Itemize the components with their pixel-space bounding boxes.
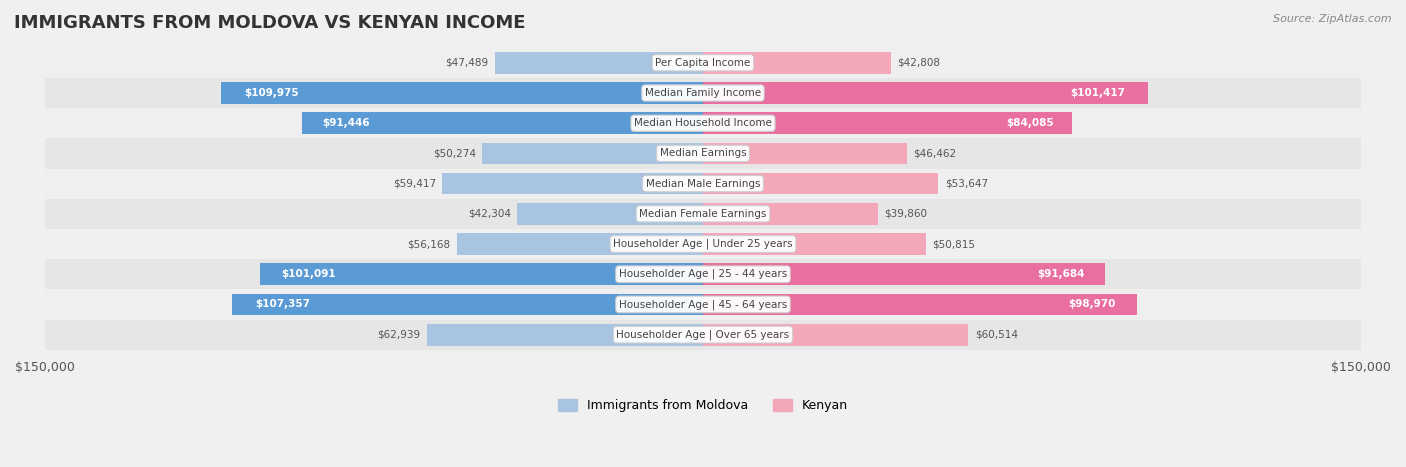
Text: $60,514: $60,514 — [974, 330, 1018, 340]
Bar — [45, 199, 1361, 229]
Bar — [703, 233, 927, 255]
Bar — [495, 52, 703, 74]
Text: $62,939: $62,939 — [377, 330, 420, 340]
Text: $98,970: $98,970 — [1069, 299, 1115, 310]
Text: Median Household Income: Median Household Income — [634, 118, 772, 128]
Bar — [703, 173, 938, 194]
Bar — [45, 108, 1361, 138]
Text: Median Male Earnings: Median Male Earnings — [645, 178, 761, 189]
Bar — [703, 113, 1071, 134]
Text: $47,489: $47,489 — [444, 58, 488, 68]
Text: $59,417: $59,417 — [392, 178, 436, 189]
Text: Per Capita Income: Per Capita Income — [655, 58, 751, 68]
Bar — [45, 78, 1361, 108]
Text: $101,417: $101,417 — [1071, 88, 1126, 98]
Text: Householder Age | 25 - 44 years: Householder Age | 25 - 44 years — [619, 269, 787, 279]
Bar — [703, 82, 1147, 104]
Text: $42,808: $42,808 — [897, 58, 941, 68]
Bar — [232, 294, 703, 315]
Bar — [45, 48, 1361, 78]
Bar — [703, 263, 1105, 285]
Bar — [45, 259, 1361, 290]
Text: Householder Age | Under 25 years: Householder Age | Under 25 years — [613, 239, 793, 249]
Text: $56,168: $56,168 — [406, 239, 450, 249]
Text: IMMIGRANTS FROM MOLDOVA VS KENYAN INCOME: IMMIGRANTS FROM MOLDOVA VS KENYAN INCOME — [14, 14, 526, 32]
Bar — [221, 82, 703, 104]
Text: $42,304: $42,304 — [468, 209, 510, 219]
Bar — [45, 290, 1361, 319]
Bar — [457, 233, 703, 255]
Bar — [482, 142, 703, 164]
Text: $50,815: $50,815 — [932, 239, 976, 249]
Text: Median Earnings: Median Earnings — [659, 149, 747, 158]
Bar — [703, 142, 907, 164]
Bar — [703, 324, 969, 346]
Bar — [427, 324, 703, 346]
Bar — [703, 52, 891, 74]
Text: $50,274: $50,274 — [433, 149, 475, 158]
Text: Median Family Income: Median Family Income — [645, 88, 761, 98]
Bar — [45, 229, 1361, 259]
Text: Source: ZipAtlas.com: Source: ZipAtlas.com — [1274, 14, 1392, 24]
Text: $107,357: $107,357 — [256, 299, 311, 310]
Legend: Immigrants from Moldova, Kenyan: Immigrants from Moldova, Kenyan — [553, 394, 853, 417]
Text: $46,462: $46,462 — [914, 149, 956, 158]
Bar — [443, 173, 703, 194]
Bar — [260, 263, 703, 285]
Text: $101,091: $101,091 — [281, 269, 336, 279]
Text: Householder Age | 45 - 64 years: Householder Age | 45 - 64 years — [619, 299, 787, 310]
Text: Householder Age | Over 65 years: Householder Age | Over 65 years — [616, 329, 790, 340]
Bar — [45, 319, 1361, 350]
Text: $84,085: $84,085 — [1005, 118, 1053, 128]
Bar — [703, 294, 1137, 315]
Text: $109,975: $109,975 — [245, 88, 299, 98]
Text: $91,684: $91,684 — [1038, 269, 1085, 279]
Bar — [45, 169, 1361, 199]
Bar — [302, 113, 703, 134]
Text: Median Female Earnings: Median Female Earnings — [640, 209, 766, 219]
Bar — [517, 203, 703, 225]
Bar — [45, 138, 1361, 169]
Text: $91,446: $91,446 — [322, 118, 370, 128]
Text: $39,860: $39,860 — [884, 209, 928, 219]
Bar — [703, 203, 877, 225]
Text: $53,647: $53,647 — [945, 178, 988, 189]
